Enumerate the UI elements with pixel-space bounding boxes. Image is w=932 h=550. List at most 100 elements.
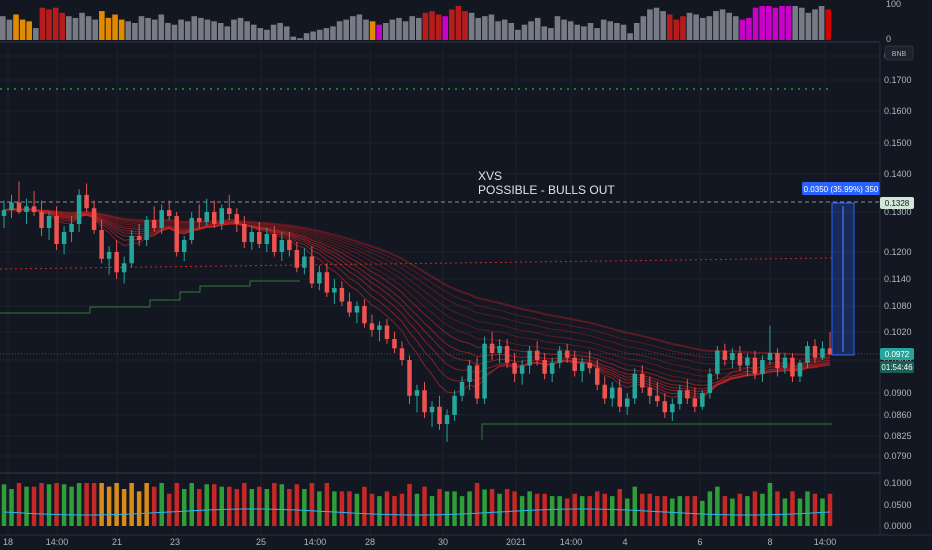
candle-body — [302, 256, 307, 268]
candle-body — [602, 384, 607, 399]
indicator-bar — [290, 36, 297, 40]
indicator-bar — [732, 16, 739, 40]
measure-label: 0.0350 (35.99%) 350 — [804, 185, 879, 194]
candle-body — [504, 346, 510, 363]
indicator-bar — [620, 24, 627, 40]
candle-body — [579, 362, 585, 371]
volume-bar — [129, 483, 134, 526]
indicator-bar — [798, 7, 805, 40]
indicator-bar — [145, 17, 151, 40]
indicator-bar — [508, 23, 515, 40]
volume-bar — [324, 483, 330, 526]
volume-bar — [9, 489, 14, 526]
indicator-bar — [138, 16, 145, 40]
indicator-bar — [534, 17, 541, 40]
candle-body — [1, 210, 7, 216]
price-tick-label: 0.0790 — [884, 451, 912, 461]
volume-bar — [99, 483, 104, 526]
volume-bar — [685, 496, 690, 526]
candle-body — [647, 387, 653, 396]
price-tick-label: 0.1200 — [884, 247, 912, 257]
volume-bar — [384, 491, 390, 526]
volume-bar — [166, 493, 172, 526]
volume-bar — [39, 483, 44, 526]
candle-body — [692, 398, 698, 407]
candle-body — [399, 348, 405, 360]
volume-bar — [189, 483, 194, 526]
volume-bar — [640, 493, 645, 526]
indicator-bar — [26, 21, 33, 40]
ema-ribbon-line — [3, 208, 831, 395]
volume-bar — [399, 493, 405, 526]
indicator-bar — [237, 17, 244, 40]
indicator-bar — [587, 23, 594, 40]
candle-body — [309, 256, 315, 284]
indicator-bar — [92, 19, 99, 40]
current-price-tag — [880, 348, 914, 360]
indicator-bar — [297, 38, 303, 40]
candle-body — [437, 406, 442, 424]
volume-bar — [212, 484, 217, 526]
indicator-bar — [19, 19, 26, 40]
indicator-bar — [482, 16, 488, 40]
volume-bar — [489, 489, 495, 526]
volume-bar — [242, 483, 247, 526]
indicator-bar — [475, 17, 482, 40]
price-tick-label: 0.1700 — [884, 75, 912, 85]
volume-bar — [151, 486, 157, 526]
volume-bar — [422, 486, 427, 526]
indicator-bar — [792, 6, 798, 40]
candle-body — [760, 360, 765, 374]
indicator-bar — [389, 19, 396, 40]
measure-tool[interactable]: 0.0350 (35.99%) 350 — [802, 182, 880, 356]
candle-body — [287, 240, 292, 250]
volume-bar — [317, 491, 322, 526]
indicator-bar — [396, 17, 402, 40]
time-axis[interactable]: 18 14:00 21 23 25 14:00 28 30 2021 14:00 4 6 8 14:00 — [3, 537, 836, 547]
indicator-bar — [528, 21, 534, 40]
indicator-bar — [39, 7, 46, 40]
indicator-bar — [429, 11, 435, 40]
indicator-bar — [356, 14, 363, 40]
volume-bar — [827, 493, 833, 526]
red-dotted-level — [0, 257, 833, 270]
indicator-tick-label: 100 — [886, 0, 901, 9]
volume-bar — [459, 496, 465, 526]
indicator-bar — [85, 16, 92, 40]
symbol-badge[interactable] — [884, 45, 914, 61]
indicator-bar — [567, 21, 574, 40]
indicator-bar — [72, 17, 79, 40]
candle-body — [159, 210, 164, 228]
indicator-bar — [99, 11, 105, 40]
candle-body — [820, 348, 825, 358]
candle-body — [212, 212, 217, 224]
indicator-bar — [455, 6, 462, 40]
volume-bar — [106, 486, 112, 526]
candle-body — [790, 357, 795, 377]
indicator-bar — [204, 19, 211, 40]
candle-body — [181, 240, 187, 252]
volume-bar — [1, 484, 7, 526]
indicator-bar — [468, 12, 475, 41]
volume-bar — [437, 489, 442, 526]
indicator-bar — [112, 14, 118, 40]
indicator-bar — [759, 6, 765, 40]
volume-bar — [602, 493, 607, 526]
moving-average-ribbons — [3, 207, 831, 400]
volume-bar — [204, 484, 209, 526]
indicator-bar — [713, 11, 719, 40]
candle-body — [587, 362, 592, 369]
candle-body — [362, 306, 367, 324]
volume-bar — [227, 486, 232, 526]
indicator-bar — [653, 7, 660, 40]
volume-bar — [707, 491, 713, 526]
candle-body — [196, 218, 202, 222]
indicator-bar — [785, 6, 792, 40]
volume-bar — [264, 489, 270, 526]
indicator-bar — [165, 23, 171, 40]
candle-body — [46, 216, 52, 228]
indicator-bar — [600, 19, 607, 40]
candle-body — [827, 348, 833, 355]
candle-body — [264, 234, 270, 244]
